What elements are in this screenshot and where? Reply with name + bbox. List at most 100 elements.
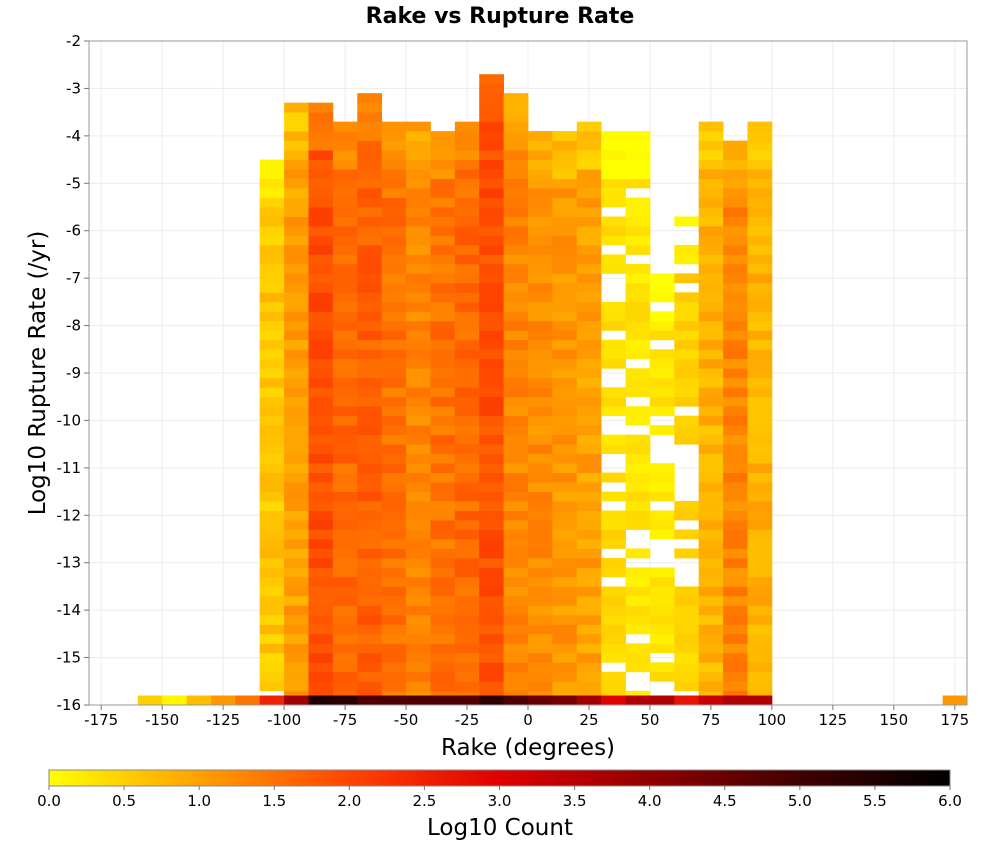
heatmap-cell (308, 567, 334, 578)
heatmap-cell (406, 140, 431, 151)
heatmap-cell (259, 377, 285, 388)
heatmap-cell (625, 159, 651, 170)
heatmap-cell (454, 131, 480, 141)
heatmap-cell (479, 643, 505, 654)
heatmap-cell (674, 662, 700, 673)
heatmap-cell (479, 358, 505, 369)
heatmap-cell (528, 652, 553, 663)
heatmap-cell (430, 292, 456, 303)
heatmap-cell (552, 415, 578, 426)
heatmap-cell (625, 387, 651, 398)
heatmap-cell (454, 254, 480, 265)
heatmap-cell (308, 434, 334, 445)
heatmap-cell (576, 263, 602, 274)
heatmap-cell (406, 368, 431, 379)
heatmap-cell (332, 121, 358, 132)
heatmap-cell (625, 472, 651, 483)
heatmap-cell (454, 396, 480, 407)
heatmap-cell (552, 235, 578, 246)
heatmap-cell (747, 633, 773, 644)
heatmap-cell (625, 282, 651, 293)
heatmap-cell (625, 292, 651, 303)
heatmap-cell (723, 586, 748, 597)
heatmap-cell (332, 406, 358, 417)
heatmap-cell (381, 539, 407, 549)
heatmap-cell (552, 358, 578, 369)
heatmap-cell (625, 463, 651, 473)
heatmap-cell (625, 263, 651, 274)
heatmap-cell (332, 539, 358, 549)
heatmap-cell (698, 368, 724, 379)
heatmap-cell (357, 311, 383, 322)
heatmap-cell (552, 520, 578, 530)
heatmap-cell (308, 292, 334, 303)
heatmap-cell (454, 520, 480, 530)
heatmap-cell (357, 643, 383, 654)
heatmap-cell (479, 567, 505, 578)
heatmap-cell (649, 567, 675, 578)
heatmap-cell (259, 178, 285, 189)
heatmap-cell (381, 197, 407, 208)
heatmap-cell (454, 576, 480, 587)
heatmap-cell (503, 652, 529, 663)
heatmap-cell (381, 624, 407, 635)
heatmap-cell (308, 320, 334, 331)
heatmap-cell (649, 311, 675, 322)
heatmap-cell (552, 368, 578, 379)
heatmap-cell (503, 93, 529, 104)
heatmap-cell (723, 434, 748, 445)
heatmap-cell (357, 263, 383, 274)
heatmap-cell (357, 121, 383, 132)
heatmap-cell (479, 140, 505, 151)
heatmap-cell (259, 633, 285, 644)
heatmap-cell (674, 320, 700, 331)
heatmap-cell (576, 453, 602, 464)
heatmap-cell (503, 633, 529, 644)
heatmap-cell (747, 463, 773, 473)
heatmap-cell (308, 244, 334, 255)
heatmap-cell (649, 633, 675, 644)
heatmap-cell (406, 472, 431, 483)
heatmap-cell (284, 482, 309, 492)
heatmap-cell (332, 434, 358, 445)
heatmap-cell (454, 425, 480, 436)
heatmap-cell (723, 614, 748, 625)
heatmap-cell (576, 197, 602, 208)
heatmap-cell (747, 121, 773, 132)
heatmap-cell (479, 595, 505, 606)
heatmap-cell (698, 339, 724, 350)
heatmap-cell (357, 169, 383, 179)
heatmap-cell (576, 605, 602, 616)
heatmap-cell (259, 605, 285, 616)
heatmap-cell (406, 453, 431, 464)
heatmap-cell (625, 406, 651, 417)
heatmap-cell (406, 244, 431, 255)
heatmap-cell (552, 633, 578, 644)
heatmap-cell (503, 207, 529, 217)
heatmap-cell (308, 140, 334, 151)
heatmap-cell (479, 330, 505, 341)
heatmap-cell (528, 273, 553, 284)
heatmap-cell (454, 539, 480, 549)
heatmap-cell (747, 482, 773, 492)
heatmap-cell (430, 425, 456, 436)
heatmap-cell (308, 169, 334, 179)
heatmap-cell (406, 311, 431, 322)
heatmap-cell (259, 576, 285, 587)
heatmap-cell (747, 406, 773, 417)
heatmap-cell (674, 244, 700, 255)
heatmap-cell (381, 301, 407, 312)
heatmap-cell (332, 263, 358, 274)
heatmap-cell (332, 235, 358, 246)
heatmap-cell (601, 339, 626, 350)
heatmap-cell (381, 491, 407, 502)
heatmap-cell (747, 586, 773, 597)
heatmap-cell (284, 140, 309, 151)
heatmap-cell (552, 140, 578, 151)
heatmap-cell (406, 662, 431, 673)
heatmap-cell (747, 225, 773, 236)
heatmap-cell (674, 216, 700, 227)
heatmap-cell (259, 216, 285, 227)
heatmap-cell (698, 216, 724, 227)
heatmap-cell (259, 557, 285, 568)
